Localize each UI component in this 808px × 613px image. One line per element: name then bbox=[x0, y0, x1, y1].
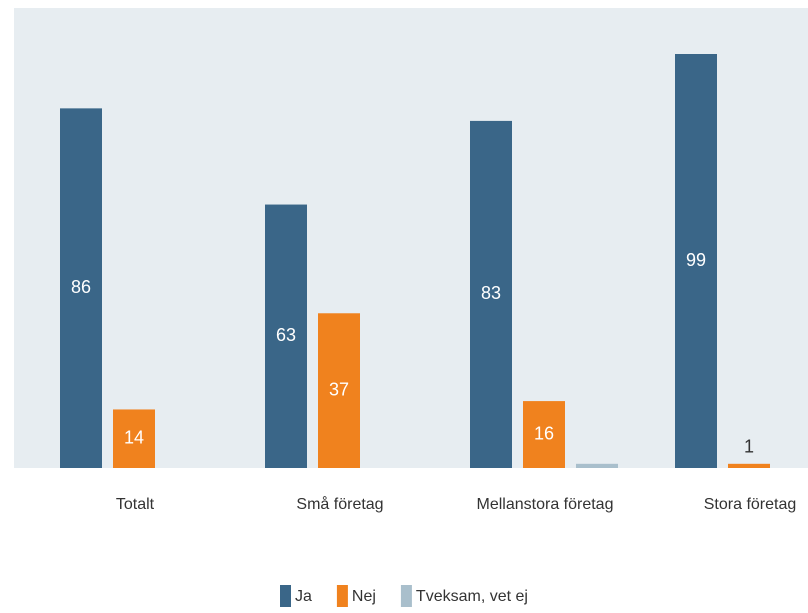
data-label: 63 bbox=[276, 325, 296, 345]
bar bbox=[113, 409, 155, 468]
data-label: 16 bbox=[534, 423, 554, 443]
data-label: 37 bbox=[329, 379, 349, 399]
x-tick-label: Små företag bbox=[296, 495, 383, 513]
x-tick-label: Stora företag bbox=[704, 496, 797, 513]
bar bbox=[265, 204, 307, 468]
data-label: 83 bbox=[481, 283, 501, 303]
legend-swatch bbox=[280, 585, 291, 607]
data-label: 86 bbox=[71, 277, 91, 297]
legend-label: Ja bbox=[295, 588, 312, 605]
bar bbox=[318, 313, 360, 468]
data-label: 1 bbox=[744, 437, 754, 457]
data-label: 99 bbox=[686, 250, 706, 270]
legend-label: Tveksam, vet ej bbox=[416, 588, 528, 605]
bar bbox=[523, 401, 565, 468]
legend-label: Nej bbox=[352, 588, 376, 605]
bar bbox=[728, 463, 770, 468]
x-tick-label: Totalt bbox=[116, 496, 155, 513]
legend-swatch bbox=[400, 585, 412, 607]
data-label: 14 bbox=[124, 427, 144, 447]
bar bbox=[470, 120, 512, 468]
bar bbox=[60, 108, 102, 468]
bar bbox=[675, 54, 717, 468]
legend-swatch bbox=[336, 585, 348, 607]
x-tick-label: Mellanstora företag bbox=[477, 496, 614, 513]
bar bbox=[576, 463, 618, 468]
